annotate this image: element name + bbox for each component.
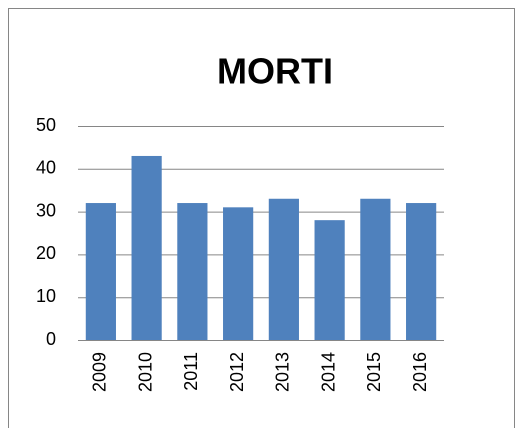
x-tick-label: 2014 (318, 352, 338, 392)
chart-title: MORTI (217, 51, 333, 92)
bar (223, 207, 254, 340)
x-tick-label: 2013 (273, 352, 293, 392)
bar (85, 203, 116, 340)
bar (406, 203, 437, 340)
x-tick-label: 2009 (90, 352, 110, 392)
x-tick-label: 2015 (364, 352, 384, 392)
y-tick-label: 20 (36, 243, 56, 263)
x-tick-label: 2016 (410, 352, 430, 392)
bar (131, 155, 162, 340)
y-tick-label: 10 (36, 286, 56, 306)
bar (360, 198, 391, 340)
y-tick-label: 0 (46, 329, 56, 349)
x-tick-label: 2010 (135, 352, 155, 392)
bar (177, 203, 208, 340)
bar (314, 220, 345, 340)
x-tick-label: 2012 (227, 352, 247, 392)
x-tick-label: 2011 (181, 352, 201, 391)
y-tick-label: 30 (36, 200, 56, 220)
y-tick-label: 40 (36, 158, 56, 178)
bar (268, 198, 299, 340)
y-tick-label: 50 (36, 115, 56, 135)
